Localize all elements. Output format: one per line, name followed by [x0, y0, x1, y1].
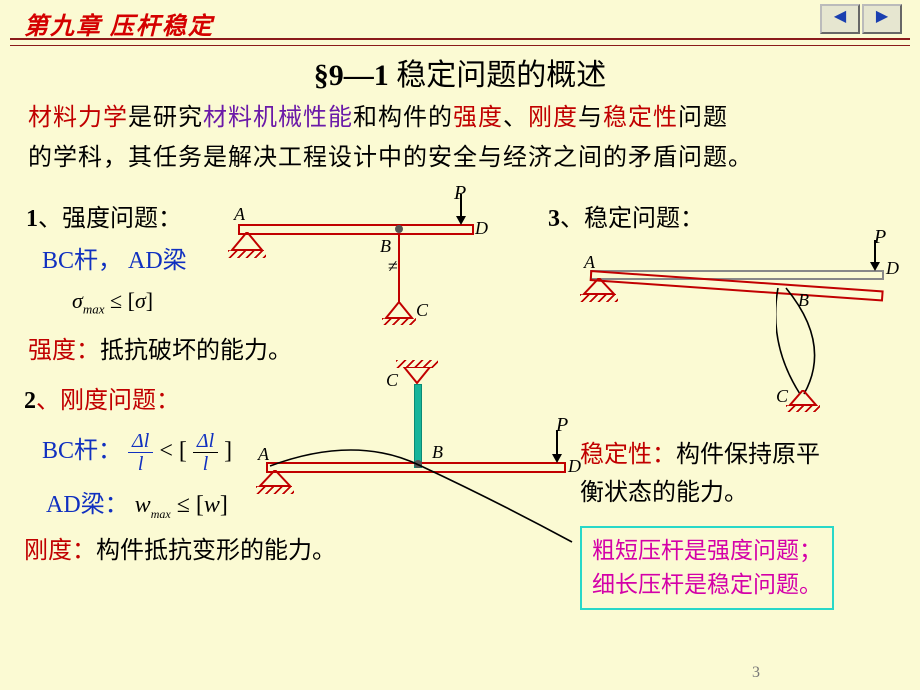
s2-title: 、刚度问题： [36, 388, 180, 414]
br2: ] [224, 438, 232, 464]
intro-a: 材料力学 [28, 105, 128, 131]
w: w [135, 492, 151, 518]
page-number: 3 [752, 664, 760, 682]
s1-desc-a: 强度： [28, 338, 100, 364]
le: ≤ [ [105, 288, 135, 313]
s3-heading: 3、稳定问题： [548, 198, 704, 233]
br: ] [146, 288, 153, 313]
note-l1: 粗短压杆是强度问题； [592, 538, 822, 563]
s2-bc-label: BC杆： [42, 438, 122, 464]
intro-line2: 的学科，其任务是解决工程设计中的安全与经济之间的矛盾问题。 [28, 145, 753, 171]
s3-desc-b: 构件保持原平 [676, 442, 820, 468]
wle: ≤ [ [171, 492, 204, 518]
frac-den2: l [193, 453, 218, 475]
intro-i: 稳定性 [603, 105, 678, 131]
intro-e: 强度 [453, 105, 503, 131]
wmax: max [151, 507, 171, 521]
w2: w [204, 492, 220, 518]
label-c2: C [386, 370, 398, 391]
turnbuckle-icon: ≠ [388, 256, 398, 277]
s3-desc-c: 衡状态的能力。 [580, 480, 748, 506]
s1-heading: 1、强度问题： [26, 198, 182, 233]
s2-heading: 2、刚度问题： [24, 380, 180, 415]
sigma-max: max [83, 301, 105, 316]
section-num: §9—1 [314, 59, 389, 92]
s1-title: 、强度问题： [38, 206, 182, 232]
joint-b [395, 225, 403, 233]
sigma: σ [72, 288, 83, 313]
s2-num: 2 [24, 388, 36, 414]
s3-desc: 稳定性：构件保持原平 衡状态的能力。 [580, 436, 820, 512]
s2-desc-a: 刚度： [24, 538, 96, 564]
label-d3: D [886, 258, 899, 279]
label-c: C [416, 300, 428, 321]
hatch-a [228, 250, 266, 258]
bar-bc [398, 233, 400, 303]
nav-next-button[interactable]: ▶ [862, 4, 902, 34]
section-title: §9—1 稳定问题的概述 [0, 50, 920, 94]
intro-f: 、 [503, 105, 528, 131]
note-box: 粗短压杆是强度问题； 细长压杆是稳定问题。 [580, 526, 834, 610]
note-l2: 细长压杆是稳定问题。 [592, 572, 822, 597]
s1-bc: BC杆， [42, 248, 122, 274]
s3-title: 、稳定问题： [560, 206, 704, 232]
intro-b: 是研究 [128, 105, 203, 131]
intro-g: 刚度 [528, 105, 578, 131]
s3-num: 3 [548, 206, 560, 232]
diagram-2: C A B D P [256, 360, 576, 560]
hatch-c3 [786, 405, 820, 412]
label-a: A [234, 204, 245, 225]
label-b: B [380, 236, 391, 257]
section-text: 稳定问题的概述 [389, 59, 607, 92]
s1-num: 1 [26, 206, 38, 232]
intro-h: 与 [578, 105, 603, 131]
s1-bc-ad: BC杆， AD梁 [42, 240, 187, 275]
wbr: ] [220, 492, 228, 518]
s2-bc: BC杆： Δll < [ Δll ] [42, 430, 232, 475]
s3-desc-a: 稳定性： [580, 442, 676, 468]
intro-j: 问题 [678, 105, 728, 131]
sigma2: σ [135, 288, 146, 313]
s1-formula: σmax ≤ [σ] [72, 288, 153, 317]
intro-c: 材料机械性能 [203, 105, 353, 131]
label-a3: A [584, 252, 595, 273]
frac-den1: l [128, 453, 153, 475]
s2-ad-label: AD梁： [46, 492, 129, 518]
beam-ad [238, 224, 474, 235]
intro-paragraph: 材料力学是研究材料机械性能和构件的强度、刚度与稳定性问题 的学科，其任务是解决工… [28, 98, 903, 178]
s1-ad: AD梁 [128, 248, 187, 274]
label-d: D [475, 218, 488, 239]
diagram-1: A B ≠ C D P [220, 190, 480, 360]
label-c3: C [776, 386, 788, 407]
diagram-3: A D B C P [580, 232, 900, 432]
intro-d: 和构件的 [353, 105, 453, 131]
frac-num1: Δl [128, 430, 153, 453]
s2-ad: AD梁： wmax ≤ [w] [46, 484, 228, 522]
hatch-c [382, 318, 416, 325]
divider [10, 38, 910, 46]
frac-num2: Δl [193, 430, 218, 453]
deflection-curve [266, 446, 576, 556]
hatch-a3 [580, 294, 618, 302]
chapter-title: 第九章 压杆稳定 [24, 6, 214, 41]
lt: < [ [159, 438, 187, 464]
nav-prev-button[interactable]: ◀ [820, 4, 860, 34]
